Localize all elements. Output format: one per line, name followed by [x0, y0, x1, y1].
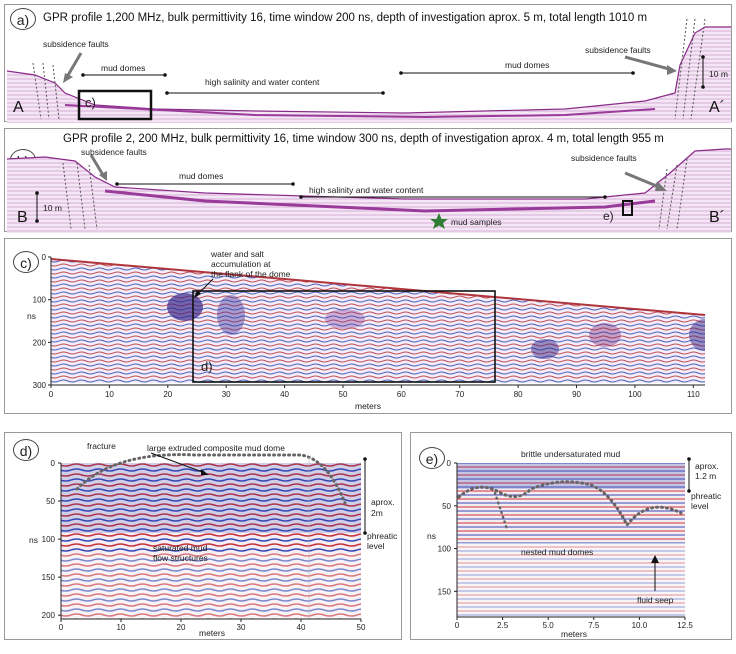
panel-e-tag: e)	[419, 447, 445, 469]
label-end-a-prime: A´	[709, 99, 725, 116]
label-e-side-1: aprox.	[695, 461, 719, 471]
d-ytick-2: 100	[42, 535, 56, 544]
label-mud-domes-left-a: mud domes	[101, 63, 146, 73]
c-ytick-1: 100	[33, 296, 47, 305]
label-fluid-seep: fluid seep	[637, 595, 674, 605]
label-box-d: d)	[201, 359, 213, 374]
panel-c-xlabel: meters	[355, 401, 381, 411]
label-brittle-mud: brittle undersaturated mud	[521, 449, 621, 459]
label-scale-b: 10 m	[43, 203, 62, 213]
c-xtick-5: 50	[339, 390, 348, 399]
c-xtick-3: 30	[222, 390, 231, 399]
label-end-b: B	[17, 209, 28, 226]
profile-a-graphic	[6, 18, 731, 123]
label-e-side-2: 1.2 m	[695, 471, 717, 481]
panel-e-ylabel: ns	[427, 531, 436, 541]
label-mud-domes-b: mud domes	[179, 171, 224, 181]
c-xtick-4: 40	[280, 390, 289, 399]
label-large-dome: large extruded composite mud dome	[147, 443, 285, 453]
c-ytick-0: 0	[42, 253, 47, 262]
label-e-side-3: phreatic	[691, 491, 722, 501]
label-fracture: fracture	[87, 441, 116, 451]
panel-b-title: GPR profile 2, 200 MHz, bulk permittivit…	[63, 133, 664, 145]
label-salinity-a: high salinity and water content	[205, 77, 320, 87]
label-scale-a: 10 m	[709, 69, 728, 79]
label-faults-right-b: subsidence faults	[571, 153, 637, 163]
c-ytick-3: 300	[33, 381, 47, 390]
label-end-a: A	[13, 99, 24, 116]
e-xtick-2: 5.0	[543, 621, 555, 630]
label-box-e: e)	[603, 209, 614, 223]
e-xtick-3: 7.5	[588, 621, 600, 630]
panel-d: d) 0 50 100 150 200 0 10 20 30 40 50 fracture lar…	[4, 432, 402, 640]
d-xtick-3: 30	[237, 623, 246, 632]
e-ytick-1: 50	[442, 502, 451, 511]
label-d-side-4: level	[367, 541, 385, 551]
e-xtick-0: 0	[455, 621, 460, 630]
e-ytick-3: 150	[438, 587, 452, 596]
annotation-water-salt-2: accumulation at	[211, 259, 271, 269]
label-d-side-1: aprox.	[371, 497, 395, 507]
c-xtick-1: 10	[105, 390, 114, 399]
c-ytick-2: 200	[33, 338, 47, 347]
c-xtick-7: 70	[455, 390, 464, 399]
d-xtick-2: 20	[177, 623, 186, 632]
panel-a-tag: a)	[10, 8, 36, 30]
mud-sample-star	[430, 213, 448, 229]
d-xtick-0: 0	[59, 623, 64, 632]
radargram-e: 0 50 100 150 0 2.5 5.0 7.5 10.0 12.5	[438, 457, 693, 630]
label-salinity-b: high salinity and water content	[309, 185, 424, 195]
panel-c: c) 0 100 200 300	[4, 238, 732, 414]
d-ytick-1: 50	[46, 497, 55, 506]
e-xtick-5: 12.5	[677, 621, 693, 630]
label-e-side-4: level	[691, 501, 709, 511]
label-box-c: c)	[85, 95, 96, 110]
e-ytick-2: 100	[438, 545, 452, 554]
panel-b: b) GPR profile 2, 200 MHz, bulk permitti…	[4, 128, 732, 233]
label-d-side-2: 2m	[371, 508, 383, 518]
d-xtick-5: 50	[357, 623, 366, 632]
d-xtick-4: 40	[297, 623, 306, 632]
panel-c-ylabel: ns	[27, 311, 36, 321]
panel-c-tag: c)	[13, 251, 39, 273]
e-xtick-1: 2.5	[497, 621, 509, 630]
label-saturated-1: saturated mud	[153, 543, 208, 553]
label-nested-domes: nested mud domes	[521, 547, 594, 557]
radargram-c: 0 100 200 300 0 10 20 30 40 50 60 70 80 90 100 110	[33, 253, 706, 399]
c-xtick-0: 0	[49, 390, 54, 399]
label-d-side-3: phreatic	[367, 531, 398, 541]
panel-e-xlabel: meters	[561, 629, 587, 639]
panel-a-title: GPR profile 1,200 MHz, bulk permittivity…	[43, 12, 648, 24]
c-xtick-10: 100	[628, 390, 642, 399]
label-end-b-prime: B´	[709, 209, 725, 226]
label-faults-left-b: subsidence faults	[81, 147, 147, 157]
panel-d-tag: d)	[13, 439, 39, 461]
d-ytick-0: 0	[51, 459, 56, 468]
e-ytick-0: 0	[447, 459, 452, 468]
d-ytick-3: 150	[42, 573, 56, 582]
label-mud-samples: mud samples	[451, 217, 502, 227]
profile-b-graphic	[6, 148, 731, 233]
label-faults-right-a: subsidence faults	[585, 45, 651, 55]
c-xtick-11: 110	[687, 390, 700, 399]
annotation-water-salt-1: water and salt	[211, 249, 264, 259]
panel-a: a) GPR profile 1,200 MHz, bulk permittiv…	[4, 4, 732, 123]
radargram-d: 0 50 100 150 200 0 10 20 30 40 50	[42, 452, 367, 632]
label-mud-domes-right-a: mud domes	[505, 60, 550, 70]
panel-e: e) 0 50 100 150 0 2.5 5.0 7.5 10.0 12.5 brittle …	[410, 432, 732, 640]
label-faults-left-a: subsidence faults	[43, 39, 109, 49]
c-xtick-2: 20	[163, 390, 172, 399]
panel-d-ylabel: ns	[29, 535, 38, 545]
panel-d-xlabel: meters	[199, 628, 225, 638]
e-xtick-4: 10.0	[632, 621, 648, 630]
c-xtick-8: 80	[514, 390, 523, 399]
c-xtick-6: 60	[397, 390, 406, 399]
label-saturated-2: flow structures	[153, 553, 208, 563]
d-xtick-1: 10	[117, 623, 126, 632]
c-xtick-9: 90	[572, 390, 581, 399]
annotation-water-salt-3: the flank of the dome	[211, 269, 291, 279]
d-ytick-4: 200	[42, 611, 56, 620]
